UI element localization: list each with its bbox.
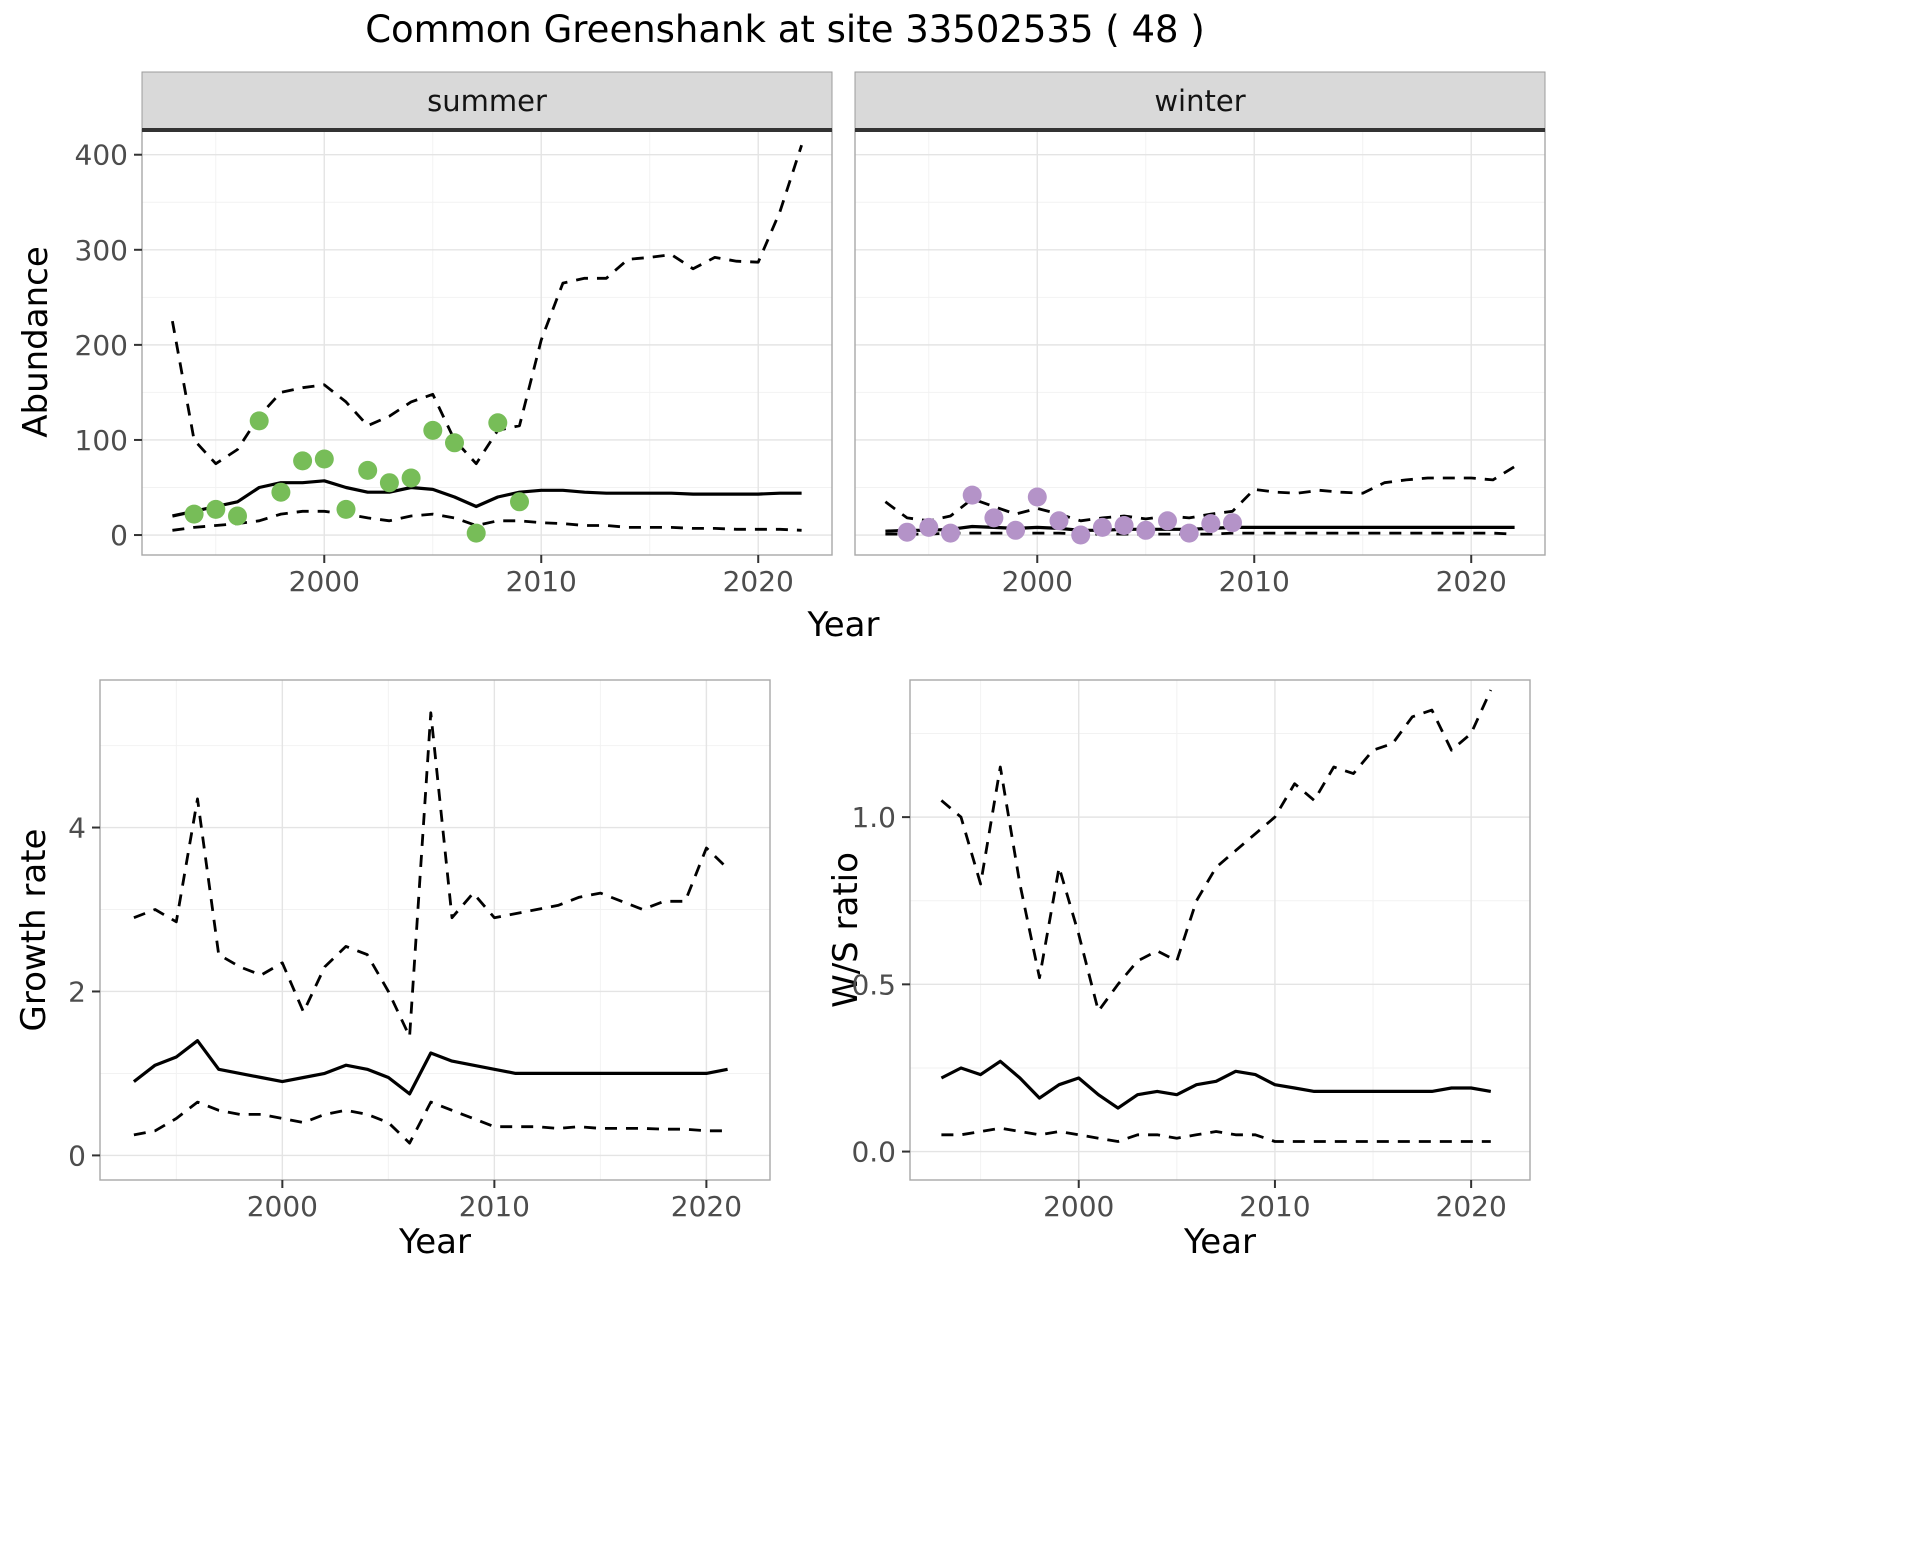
x-axis-label-top: Year [807, 605, 880, 645]
x-tick-label: 2010 [459, 1190, 530, 1223]
facet-strip [141, 71, 833, 131]
data-point [445, 433, 464, 453]
data-point [249, 411, 269, 431]
x-tick-label: 2020 [723, 565, 794, 598]
data-point [314, 449, 334, 469]
x-tick-label: 2000 [289, 565, 360, 598]
y-tick-label: 400 [75, 139, 128, 172]
data-point [1071, 525, 1091, 545]
data-point [941, 523, 960, 543]
x-tick-label: 2010 [1219, 565, 1290, 598]
series-upper_ci [133, 711, 729, 1038]
data-point [962, 485, 982, 505]
x-tick-label: 2000 [1002, 565, 1073, 598]
x-tick-label: 2020 [1436, 565, 1507, 598]
data-point [206, 499, 226, 519]
x-axis-label-growth-rate: Year [399, 1222, 471, 1262]
y-tick-label: 0.5 [851, 968, 896, 1001]
data-point [510, 492, 529, 512]
y-tick-label: 300 [75, 234, 128, 267]
data-point [379, 473, 399, 493]
y-tick-label: 2 [68, 975, 86, 1008]
data-point [423, 420, 443, 440]
figure-title: Common Greenshank at site 33502535 ( 48 … [365, 8, 1205, 51]
data-point [293, 451, 313, 471]
data-point [336, 499, 356, 519]
panel-border [99, 679, 771, 1181]
series-median [885, 524, 1515, 533]
y-tick-label: 200 [75, 329, 128, 362]
x-axis-label-ws-ratio: Year [1184, 1222, 1256, 1262]
series-upper_ci [940, 689, 1493, 1013]
data-point [1049, 511, 1069, 531]
panel-background [100, 680, 770, 1180]
data-point [1114, 516, 1134, 535]
chart-ws_ratio: 2000 2010 2020 0.0 0.5 1.0 [851, 679, 1531, 1223]
series-median [940, 1059, 1492, 1110]
data-point [1179, 523, 1199, 543]
data-point [1201, 514, 1221, 534]
data-point [488, 413, 508, 433]
data-point [1006, 520, 1026, 540]
series-lower_ci [133, 1100, 728, 1145]
data-point [271, 482, 291, 502]
chart-abundance_winter: 2000 2010 2020 winter [854, 71, 1546, 598]
data-point [1027, 487, 1047, 507]
data-point [1092, 517, 1112, 537]
data-point [984, 508, 1004, 528]
series-upper_ci [171, 144, 803, 466]
chart-growth_rate: 2000 2010 2020 0 2 4 [68, 679, 771, 1223]
data-point [897, 522, 917, 542]
data-point [228, 506, 247, 526]
data-point [184, 504, 204, 524]
series-median [132, 1039, 728, 1096]
chart-abundance_summer: 2000 2010 2020 0 100 200 300 400 summer [75, 71, 833, 598]
data-point [1158, 511, 1177, 531]
data-point [466, 523, 486, 543]
facet-label: winter [1154, 84, 1245, 118]
panel-background [910, 680, 1530, 1180]
y-tick-label: 0.0 [851, 1136, 896, 1169]
panel-border [909, 679, 1531, 1181]
y-tick-label: 1.0 [851, 801, 896, 834]
panel-background [855, 130, 1545, 555]
x-tick-label: 2020 [671, 1190, 742, 1223]
data-point [358, 460, 378, 480]
x-tick-label: 2020 [1436, 1190, 1507, 1223]
x-tick-label: 2010 [1239, 1190, 1310, 1223]
data-point [401, 468, 421, 488]
facet-label: summer [427, 84, 547, 118]
series-lower_ci [172, 509, 802, 532]
y-tick-label: 4 [68, 812, 86, 845]
panel-background [142, 130, 832, 555]
series-upper_ci [884, 465, 1516, 523]
y-tick-label: 0 [68, 1139, 86, 1172]
x-tick-label: 2010 [506, 565, 577, 598]
data-point [919, 517, 939, 537]
data-point [1136, 520, 1156, 540]
facet-strip [854, 71, 1546, 131]
data-point [1223, 513, 1242, 533]
x-tick-label: 2000 [247, 1190, 318, 1223]
y-tick-label: 100 [75, 424, 128, 457]
x-tick-label: 2000 [1043, 1190, 1114, 1223]
series-lower_ci [941, 1126, 1491, 1143]
y-tick-label: 0 [110, 519, 128, 552]
